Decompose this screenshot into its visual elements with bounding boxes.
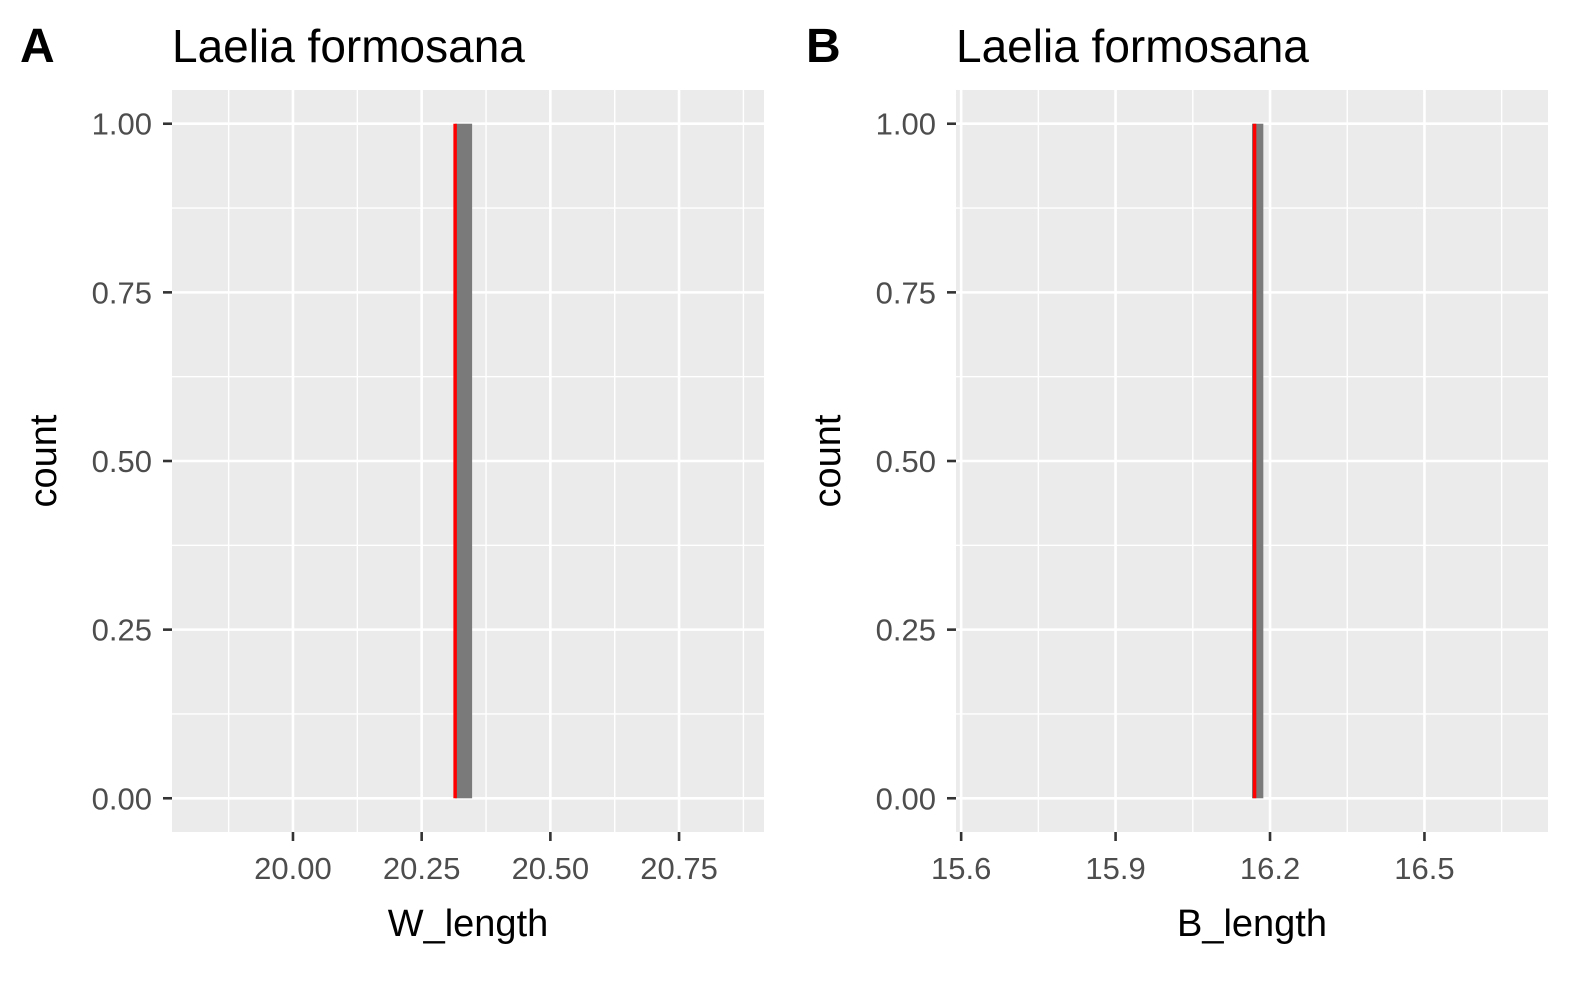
- x-tick-label: 15.9: [1085, 851, 1145, 886]
- y-tick-label: 1.00: [876, 107, 936, 142]
- panel-b-title: Laelia formosana: [956, 20, 1309, 72]
- panel-b-x-axis: 15.6 15.9 16.2 16.5: [931, 832, 1455, 886]
- y-tick-label: 0.25: [92, 613, 152, 648]
- y-tick-label: 0.25: [876, 613, 936, 648]
- y-tick-label: 0.50: [876, 444, 936, 479]
- panel-a: A Laelia formosana 0.000.250.500.751.00 …: [20, 20, 764, 945]
- panel-a-y-axis: 0.00 0.25 0.50 0.75 1.00: [92, 107, 172, 816]
- y-tick-label: 0.75: [92, 275, 152, 310]
- x-tick-label: 20.00: [254, 851, 332, 886]
- histogram-bar: [1252, 123, 1264, 799]
- y-tick-label: 1.00: [92, 107, 152, 142]
- panel-tag-a: A: [20, 20, 55, 73]
- panel-a-title: Laelia formosana: [172, 20, 525, 72]
- panel-a-y-axis-title: count: [23, 414, 65, 507]
- histogram-bar: [455, 123, 473, 799]
- panel-tag-b: B: [806, 20, 841, 73]
- y-tick-label: 0.00: [876, 781, 936, 816]
- x-tick-label: 16.5: [1394, 851, 1454, 886]
- panel-a-x-axis-title: W_length: [388, 903, 549, 945]
- y-tick-label: 0.75: [876, 275, 936, 310]
- y-tick-label: 0.00: [92, 781, 152, 816]
- x-tick-label: 20.50: [512, 851, 590, 886]
- panel-b-bars: [1252, 123, 1264, 799]
- x-tick-label: 20.25: [383, 851, 461, 886]
- panel-b-x-axis-title: B_length: [1177, 903, 1327, 945]
- panel-a-x-axis: 20.00 20.25 20.50 20.75: [254, 832, 718, 886]
- panel-a-bars: [455, 123, 473, 799]
- y-tick-label: 0.50: [92, 444, 152, 479]
- panel-b-y-axis-title: count: [807, 414, 849, 507]
- x-tick-label: 16.2: [1240, 851, 1300, 886]
- x-tick-label: 15.6: [931, 851, 991, 886]
- panel-b: B Laelia formosana 0.000.250.500.751.00 …: [806, 20, 1548, 945]
- x-tick-label: 20.75: [640, 851, 718, 886]
- panel-b-y-axis: 0.00 0.25 0.50 0.75 1.00: [876, 107, 956, 816]
